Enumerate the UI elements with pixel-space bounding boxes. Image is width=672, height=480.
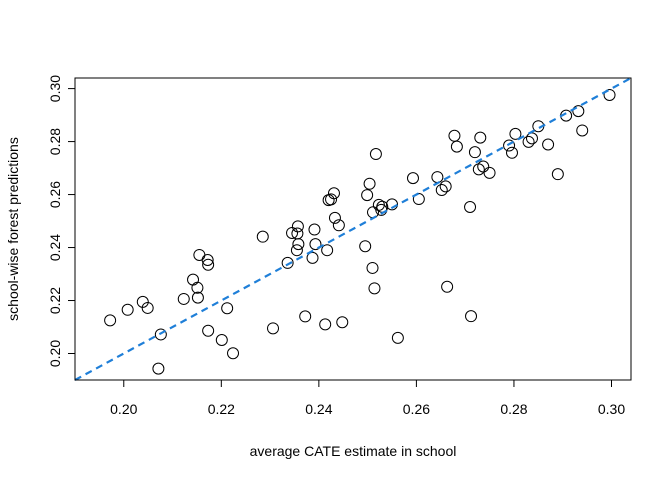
data-point-65 (506, 146, 518, 159)
data-point-28 (309, 238, 322, 251)
data-point-9 (191, 291, 204, 304)
data-point-27 (308, 223, 321, 236)
data-point-34 (328, 211, 341, 224)
data-point-12 (202, 258, 215, 271)
data-point-67 (522, 135, 535, 148)
y-tick-label: 0.26 (47, 181, 63, 208)
data-point-11 (201, 253, 214, 266)
data-point-15 (221, 302, 234, 315)
data-point-1 (121, 303, 134, 316)
y-axis: 0.20 0.22 0.24 0.26 0.28 0.30 (47, 75, 76, 367)
data-point-8 (191, 281, 204, 294)
data-point-33 (327, 187, 340, 200)
x-axis-label: average CATE estimate in school (250, 443, 457, 459)
data-point-18 (267, 322, 280, 335)
data-point-53 (439, 180, 452, 193)
data-point-62 (477, 160, 490, 173)
data-point-47 (386, 198, 399, 211)
reference-line-group (74, 77, 632, 381)
data-point-43 (369, 148, 382, 161)
data-point-30 (321, 244, 334, 257)
data-point-19 (281, 256, 294, 269)
data-point-54 (441, 280, 454, 293)
data-point-66 (509, 127, 522, 140)
data-point-2 (136, 295, 149, 308)
y-tick-label: 0.20 (47, 340, 63, 367)
data-point-71 (551, 168, 564, 181)
data-point-58 (465, 310, 478, 323)
data-point-64 (503, 139, 516, 152)
data-point-14 (215, 334, 228, 346)
data-point-61 (474, 131, 487, 144)
data-point-36 (336, 316, 349, 329)
data-point-17 (256, 230, 269, 243)
y-tick-label: 0.28 (47, 128, 63, 155)
data-point-70 (542, 138, 555, 151)
x-tick-label: 0.28 (500, 401, 527, 417)
data-point-49 (406, 172, 419, 185)
data-point-57 (464, 201, 477, 214)
data-point-3 (141, 301, 154, 314)
data-point-56 (450, 140, 463, 153)
data-point-32 (325, 193, 338, 206)
x-tick-label: 0.22 (208, 401, 235, 417)
data-point-35 (332, 219, 345, 232)
data-point-16 (227, 347, 240, 360)
x-tick-label: 0.30 (598, 401, 625, 417)
data-point-42 (368, 282, 381, 295)
data-point-6 (177, 292, 190, 305)
data-point-59 (468, 146, 481, 159)
data-point-13 (202, 324, 215, 337)
data-point-24 (292, 238, 305, 251)
y-tick-label: 0.22 (47, 287, 63, 314)
data-point-38 (361, 189, 374, 202)
data-point-5 (154, 328, 167, 341)
data-point-0 (104, 314, 117, 327)
data-point-48 (391, 331, 404, 344)
data-point-75 (603, 88, 616, 101)
y-tick-label: 0.30 (47, 75, 63, 102)
x-tick-label: 0.24 (305, 401, 332, 417)
y-axis-label: school-wise forest predictions (5, 137, 21, 321)
x-tick-label: 0.20 (110, 401, 137, 417)
reference-line-y-equals-x (74, 77, 632, 381)
data-point-37 (359, 240, 372, 253)
data-point-40 (366, 261, 379, 274)
data-point-73 (572, 105, 585, 118)
x-tick-label: 0.26 (403, 401, 430, 417)
x-axis: 0.20 0.22 0.24 0.26 0.28 0.30 (110, 379, 625, 417)
data-point-63 (483, 166, 496, 179)
data-point-52 (435, 184, 448, 197)
data-point-29 (319, 318, 332, 331)
data-points-group (104, 88, 616, 375)
y-tick-label: 0.24 (47, 234, 63, 261)
data-point-74 (576, 124, 589, 137)
data-point-21 (290, 244, 303, 257)
data-point-50 (412, 193, 425, 206)
data-point-26 (306, 251, 319, 264)
data-point-25 (299, 310, 312, 323)
data-point-4 (152, 362, 165, 375)
data-point-23 (291, 220, 304, 233)
data-point-39 (363, 177, 376, 190)
